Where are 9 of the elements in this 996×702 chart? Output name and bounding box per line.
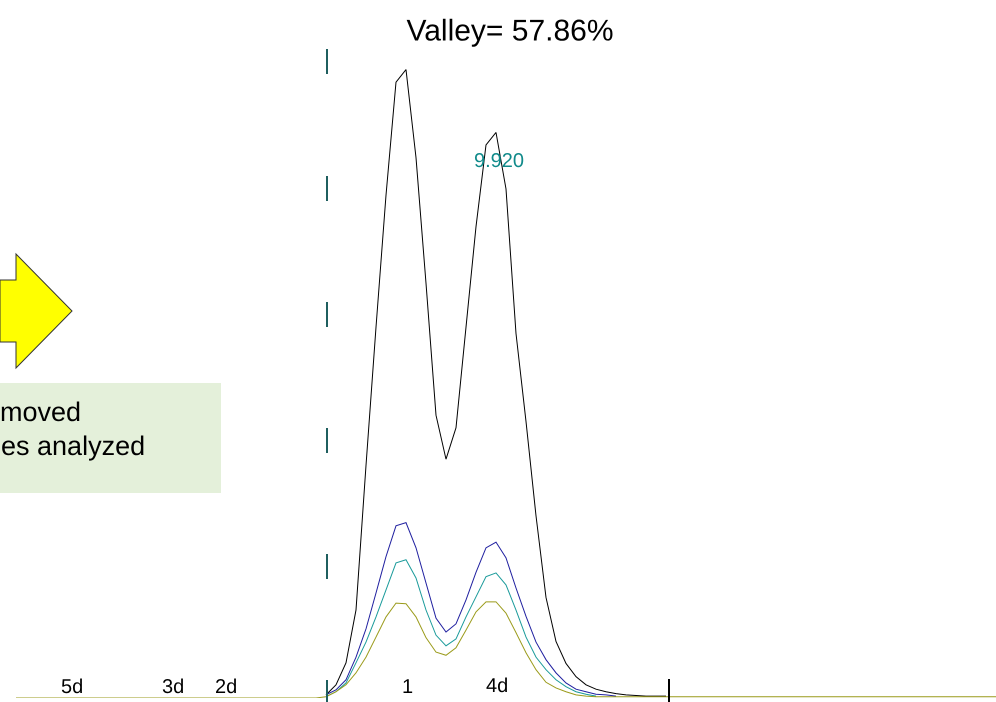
chart-title: Valley= 57.86% bbox=[406, 14, 614, 48]
annotation: moved bbox=[0, 397, 82, 428]
annotation: 1 bbox=[402, 676, 414, 698]
annotation: es analyzed bbox=[1, 431, 146, 462]
note-box: moved es analyzed bbox=[0, 383, 221, 493]
annotation: 3d bbox=[162, 676, 184, 698]
annotation: 2d bbox=[215, 676, 238, 698]
annotation: 4d bbox=[486, 675, 508, 697]
annotation: 5d bbox=[61, 676, 84, 698]
